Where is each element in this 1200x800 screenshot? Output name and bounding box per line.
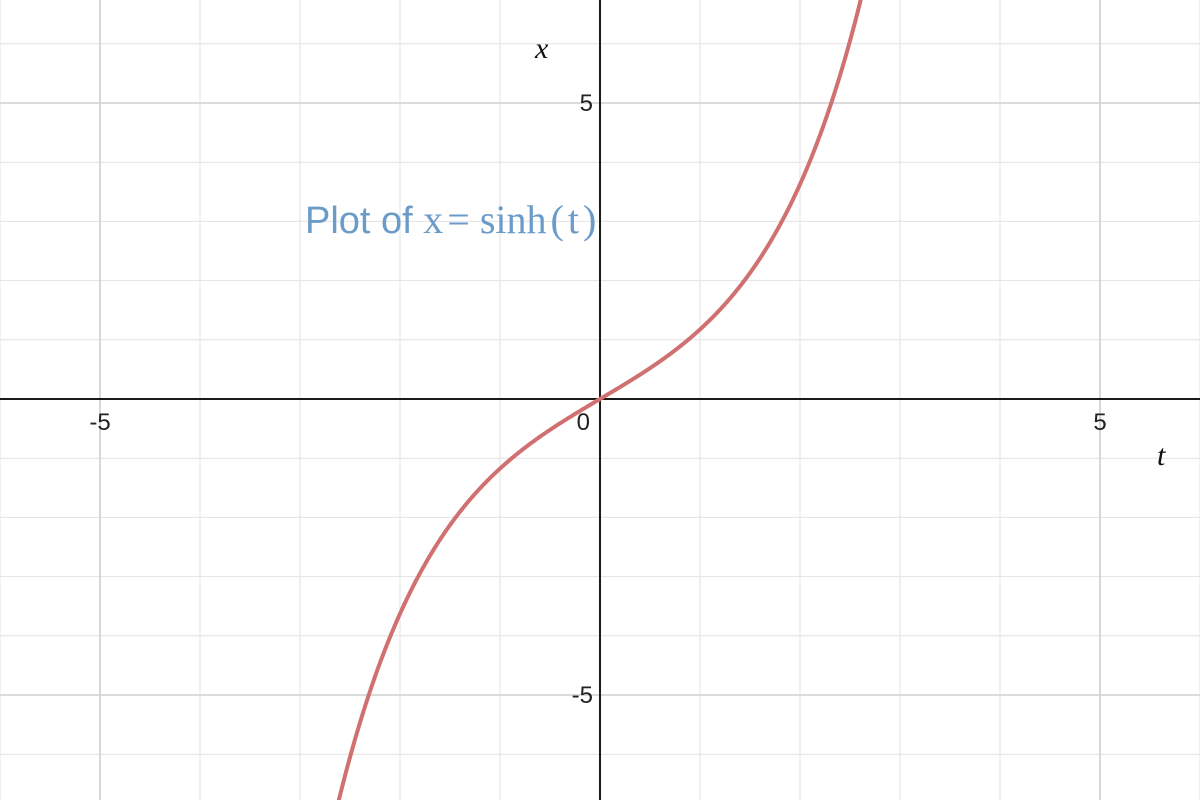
series-curves bbox=[336, 0, 863, 800]
title-prefix: Plot of bbox=[305, 200, 423, 242]
title-close-paren: ) bbox=[583, 197, 596, 242]
title-equals: = bbox=[447, 197, 480, 242]
sinh-curve bbox=[336, 0, 863, 800]
x-tick-label: -5 bbox=[89, 409, 110, 436]
chart-title: Plot of x = sinh ( t ) bbox=[305, 197, 596, 242]
x-tick-label: 0 bbox=[577, 409, 590, 436]
x-axis-label: t bbox=[1157, 439, 1166, 472]
title-open-paren: ( bbox=[551, 197, 564, 242]
title-var-t: t bbox=[568, 197, 579, 242]
y-tick-label: 5 bbox=[580, 90, 593, 117]
title-func: sinh bbox=[480, 197, 547, 242]
title-var-x: x bbox=[423, 197, 443, 242]
tick-labels: -5 0 5 5 -5 bbox=[89, 90, 1106, 709]
y-tick-label: -5 bbox=[572, 682, 593, 709]
y-axis-label: x bbox=[534, 32, 549, 65]
x-tick-label: 5 bbox=[1093, 409, 1106, 436]
